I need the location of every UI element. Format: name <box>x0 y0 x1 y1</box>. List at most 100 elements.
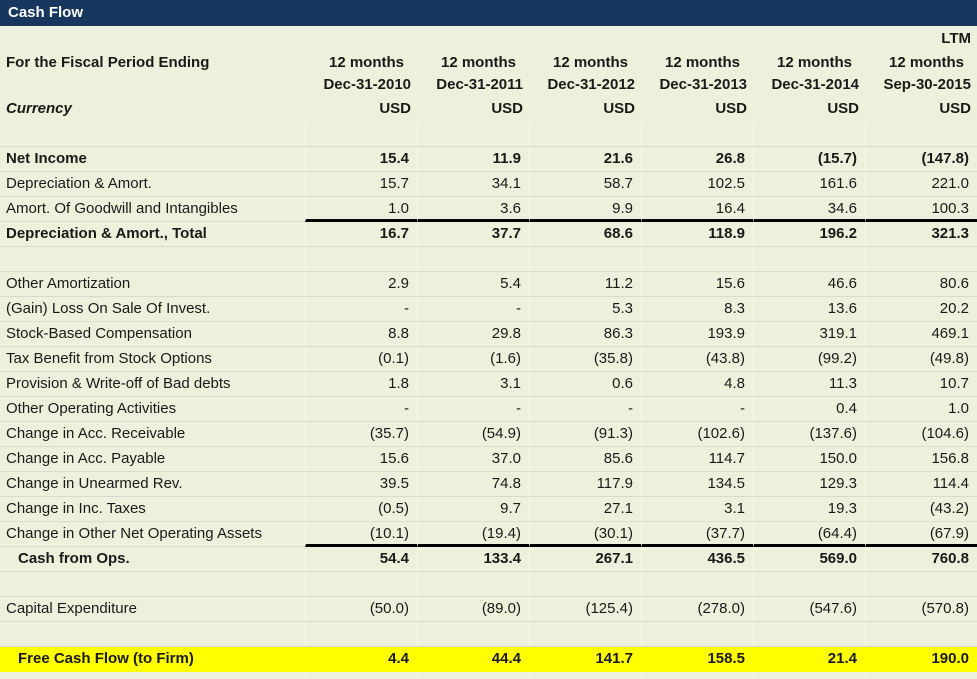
cell-value[interactable]: 16.7 <box>305 222 417 246</box>
cell-value[interactable]: 80.6 <box>865 272 977 296</box>
cell-value[interactable]: 4.4 <box>388 650 409 667</box>
cell-value[interactable]: (67.9) <box>865 522 977 547</box>
cell-value[interactable]: (30.1) <box>529 522 641 547</box>
cell-value[interactable]: 29.8 <box>417 322 529 346</box>
cell-value[interactable]: 2.9 <box>305 272 417 296</box>
row-label[interactable]: Amort. Of Goodwill and Intangibles <box>0 197 305 222</box>
cell-value[interactable]: (0.5) <box>305 497 417 521</box>
row-label[interactable]: Net Income <box>6 150 87 167</box>
cell-value[interactable]: 436.5 <box>641 547 753 571</box>
cell-value[interactable]: 15.6 <box>641 272 753 296</box>
cell-value[interactable]: 8.8 <box>305 322 417 346</box>
cell-value[interactable]: 3.1 <box>417 372 529 396</box>
cell-value[interactable]: 85.6 <box>529 447 641 471</box>
cell-value[interactable]: 5.3 <box>529 297 641 321</box>
cell-value[interactable]: 44.4 <box>491 650 521 667</box>
cell-value[interactable]: - <box>305 397 417 421</box>
cell-value[interactable]: 21.4 <box>827 650 857 667</box>
cell-value[interactable]: (50.0) <box>305 597 417 621</box>
cell-value[interactable]: (570.8) <box>865 597 977 621</box>
cell-value[interactable]: 5.4 <box>417 272 529 296</box>
cell-value[interactable]: 11.2 <box>529 272 641 296</box>
cell-value[interactable]: 158.5 <box>707 650 745 667</box>
row-label[interactable]: Other Operating Activities <box>6 400 177 417</box>
row-label[interactable]: Depreciation & Amort. <box>6 175 152 192</box>
cell-value[interactable]: 15.4 <box>305 147 417 171</box>
cell-value[interactable]: (91.3) <box>529 422 641 446</box>
cell-value[interactable]: 68.6 <box>529 222 641 246</box>
cell-value[interactable]: (278.0) <box>641 597 753 621</box>
cell-value[interactable]: (43.2) <box>865 497 977 521</box>
cell-value[interactable]: 102.5 <box>641 172 753 196</box>
cell-value[interactable]: 86.3 <box>529 322 641 346</box>
row-label[interactable]: Change in Acc. Receivable <box>6 425 186 442</box>
cell-value[interactable]: (102.6) <box>641 422 753 446</box>
cell-value[interactable]: (137.6) <box>753 422 865 446</box>
cell-value[interactable]: 3.6 <box>417 197 529 222</box>
cell-value[interactable]: 141.7 <box>595 650 633 667</box>
cell-value[interactable]: 100.3 <box>865 197 977 222</box>
cell-value[interactable]: 16.4 <box>641 197 753 222</box>
row-label[interactable]: (Gain) Loss On Sale Of Invest. <box>6 300 211 317</box>
row-label[interactable]: Stock-Based Compensation <box>6 325 192 342</box>
cell-value[interactable]: 8.3 <box>641 297 753 321</box>
cell-value[interactable]: 196.2 <box>753 222 865 246</box>
cell-value[interactable]: 54.4 <box>305 547 417 571</box>
cell-value[interactable]: 193.9 <box>641 322 753 346</box>
cell-value[interactable]: 129.3 <box>753 472 865 496</box>
cell-value[interactable]: 10.7 <box>865 372 977 396</box>
cell-value[interactable]: 114.7 <box>641 447 753 471</box>
cell-value[interactable]: 74.8 <box>417 472 529 496</box>
row-label[interactable]: Cash from Ops. <box>18 550 130 567</box>
cell-value[interactable]: 118.9 <box>641 222 753 246</box>
cell-value[interactable]: (125.4) <box>529 597 641 621</box>
cell-value[interactable]: 46.6 <box>753 272 865 296</box>
cell-value[interactable]: 13.6 <box>753 297 865 321</box>
cell-value[interactable]: (1.6) <box>417 347 529 371</box>
cell-value[interactable]: 117.9 <box>529 472 641 496</box>
cell-value[interactable]: 11.9 <box>417 147 529 171</box>
cell-value[interactable]: 150.0 <box>753 447 865 471</box>
cell-value[interactable]: 37.0 <box>417 447 529 471</box>
cell-value[interactable]: (35.7) <box>305 422 417 446</box>
cell-value[interactable]: 321.3 <box>865 222 977 246</box>
cell-value[interactable]: (15.7) <box>753 147 865 171</box>
cell-value[interactable]: (89.0) <box>417 597 529 621</box>
cell-value[interactable]: 267.1 <box>529 547 641 571</box>
cell-value[interactable]: 1.0 <box>865 397 977 421</box>
cell-value[interactable]: (54.9) <box>417 422 529 446</box>
cell-value[interactable]: (547.6) <box>753 597 865 621</box>
cell-value[interactable]: - <box>417 297 529 321</box>
cell-value[interactable]: 319.1 <box>753 322 865 346</box>
row-label[interactable]: Change in Other Net Operating Assets <box>0 522 305 547</box>
cell-value[interactable]: 114.4 <box>865 472 977 496</box>
cell-value[interactable]: 1.0 <box>305 197 417 222</box>
row-label[interactable]: Other Amortization <box>6 275 131 292</box>
cell-value[interactable]: 760.8 <box>865 547 977 571</box>
row-label[interactable]: Free Cash Flow (to Firm) <box>18 650 194 667</box>
row-label[interactable]: Provision & Write-off of Bad debts <box>6 375 231 392</box>
row-label[interactable]: Tax Benefit from Stock Options <box>6 350 212 367</box>
cell-value[interactable]: 34.1 <box>417 172 529 196</box>
cell-value[interactable]: 133.4 <box>417 547 529 571</box>
cell-value[interactable]: - <box>529 397 641 421</box>
cell-value[interactable]: (0.1) <box>305 347 417 371</box>
cell-value[interactable]: (147.8) <box>865 147 977 171</box>
cell-value[interactable]: 221.0 <box>865 172 977 196</box>
cell-value[interactable]: (43.8) <box>641 347 753 371</box>
cell-value[interactable]: 134.5 <box>641 472 753 496</box>
cell-value[interactable]: 34.6 <box>753 197 865 222</box>
cell-value[interactable]: 569.0 <box>753 547 865 571</box>
cell-value[interactable]: 20.2 <box>865 297 977 321</box>
row-label[interactable]: Change in Unearmed Rev. <box>6 475 183 492</box>
cell-value[interactable]: (35.8) <box>529 347 641 371</box>
cell-value[interactable]: 11.3 <box>753 372 865 396</box>
cell-value[interactable]: (64.4) <box>753 522 865 547</box>
cell-value[interactable]: - <box>417 397 529 421</box>
cell-value[interactable]: (104.6) <box>865 422 977 446</box>
cell-value[interactable]: 0.6 <box>529 372 641 396</box>
cell-value[interactable]: 1.8 <box>305 372 417 396</box>
cell-value[interactable]: (49.8) <box>865 347 977 371</box>
cell-value[interactable]: (99.2) <box>753 347 865 371</box>
cell-value[interactable]: 469.1 <box>865 322 977 346</box>
